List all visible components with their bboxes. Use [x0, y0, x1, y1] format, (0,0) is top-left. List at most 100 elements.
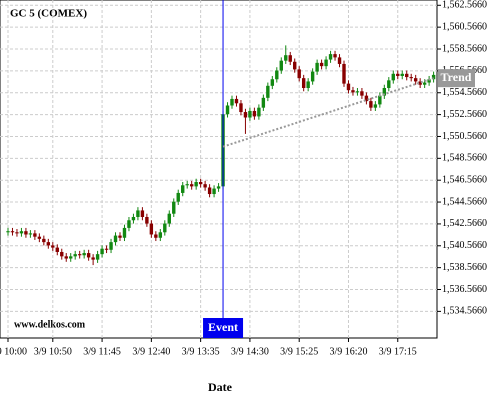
- x-axis-title: Date: [208, 380, 233, 394]
- event-box: [203, 318, 244, 338]
- candle-body: [158, 232, 163, 238]
- candle-body: [189, 184, 194, 187]
- y-tick-label: 1,550.5660: [442, 131, 487, 142]
- candle-body: [216, 186, 221, 189]
- candle-body: [288, 55, 292, 62]
- y-tick-label: 1,552.5660: [442, 109, 487, 120]
- candle-body: [405, 73, 409, 78]
- y-tick-label: 1,544.5660: [442, 196, 487, 207]
- candle-body: [86, 253, 91, 258]
- candle-body: [60, 251, 64, 257]
- x-tick-label: 3/9 10:50: [34, 346, 72, 357]
- candle-body: [351, 90, 355, 93]
- candle-body: [203, 184, 207, 188]
- y-tick-label: 1,560.5660: [442, 21, 487, 32]
- candle-body: [55, 247, 59, 252]
- chart-title: GC 5 (COMEX): [10, 8, 87, 20]
- x-tick-label: 3/9 10:00: [0, 346, 27, 357]
- candle-body: [422, 82, 427, 85]
- candle-body: [10, 231, 15, 233]
- candle-body: [391, 73, 395, 81]
- candle-body: [104, 248, 109, 250]
- y-tick-label: 1,548.5660: [442, 153, 487, 164]
- candle-body: [266, 85, 270, 98]
- trend-line: [222, 77, 434, 148]
- candle-body: [145, 216, 149, 224]
- candle-body: [279, 60, 283, 71]
- candle-body: [95, 254, 100, 260]
- y-tick-label: 1,540.5660: [442, 240, 487, 251]
- watermark: www.delkos.com: [14, 319, 86, 330]
- candle-body: [207, 187, 212, 195]
- candle-body: [387, 80, 391, 88]
- candle-body: [140, 210, 145, 217]
- candle-body: [127, 220, 131, 228]
- candle-body: [324, 59, 328, 67]
- x-tick-label: 3/9 17:15: [379, 346, 417, 357]
- candle-body: [239, 103, 243, 113]
- y-tick-label: 1,534.5660: [442, 306, 487, 317]
- candle-body: [234, 98, 239, 104]
- candle-body: [194, 182, 198, 187]
- y-tick-label: 1,538.5660: [442, 262, 487, 273]
- candle-body: [163, 223, 167, 233]
- candle-body: [427, 79, 431, 83]
- candle-body: [118, 235, 122, 238]
- candle-body: [167, 213, 171, 224]
- candle-body: [109, 242, 113, 250]
- candle-body: [176, 192, 180, 202]
- candle-body: [333, 54, 337, 58]
- candle-body: [284, 55, 288, 61]
- x-tick-label: 3/9 14:30: [231, 346, 269, 357]
- candle-body: [364, 95, 369, 102]
- candle-body: [319, 62, 324, 67]
- candle-body: [37, 236, 42, 239]
- plot-area: [0, 0, 438, 339]
- candle-body: [275, 70, 279, 80]
- candle-body: [342, 63, 346, 84]
- candle-body: [198, 182, 203, 185]
- candle-body: [382, 87, 387, 96]
- candle-body: [413, 78, 418, 82]
- candle-body: [293, 61, 297, 70]
- candle-body: [181, 185, 185, 193]
- candle-body: [113, 235, 118, 243]
- x-tick-label: 3/9 11:45: [83, 346, 121, 357]
- candle-body: [82, 253, 86, 256]
- candle-body: [15, 232, 19, 234]
- candle-body: [306, 81, 310, 88]
- candle-body: [91, 257, 95, 260]
- candle-body: [33, 233, 37, 237]
- candle-body: [355, 91, 360, 93]
- candle-body: [297, 69, 301, 79]
- candle-body: [212, 188, 216, 195]
- candle-body: [122, 227, 127, 238]
- candle-body: [396, 73, 400, 76]
- candle-body: [431, 74, 436, 80]
- candle-body: [51, 245, 55, 248]
- candle-body: [337, 57, 342, 64]
- candle-body: [378, 95, 382, 105]
- trend-label: Trend: [441, 70, 472, 84]
- candle-body: [24, 231, 28, 235]
- candle-body: [315, 62, 319, 72]
- candle-body: [373, 104, 378, 108]
- candle-body: [77, 254, 82, 256]
- candle-body: [248, 110, 252, 118]
- candle-body: [360, 91, 364, 96]
- y-tick-label: 1,546.5660: [442, 174, 487, 185]
- candle-body: [369, 101, 373, 108]
- candle-body: [154, 234, 158, 238]
- candle-body: [243, 112, 248, 118]
- candle-body: [149, 223, 154, 235]
- candle-body: [310, 71, 315, 82]
- event-label: Event: [208, 320, 238, 334]
- candle-body: [131, 216, 136, 221]
- candle-body: [257, 107, 261, 117]
- y-tick-label: 1,558.5660: [442, 43, 487, 54]
- candle-body: [64, 256, 68, 259]
- candle-body: [328, 54, 333, 60]
- candle-body: [6, 231, 10, 233]
- candle-body: [42, 238, 46, 243]
- candle-body: [69, 256, 73, 259]
